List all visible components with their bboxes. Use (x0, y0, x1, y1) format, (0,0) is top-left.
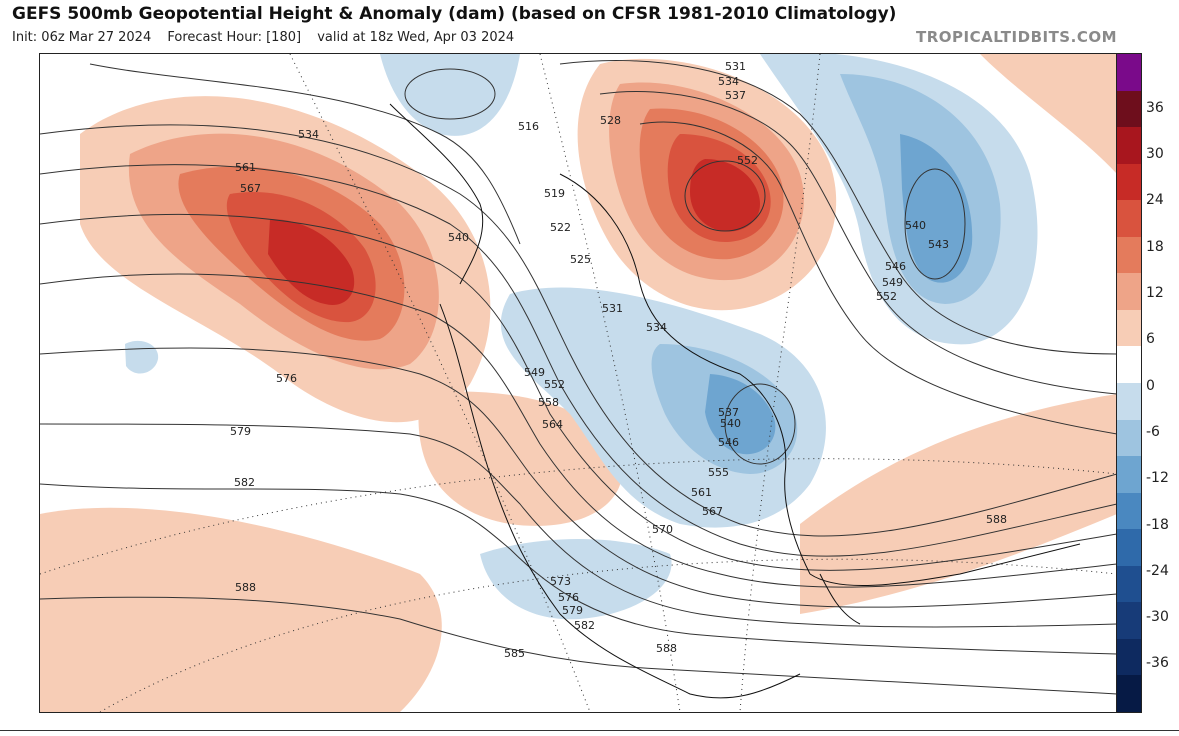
colorbar-segment (1117, 419, 1141, 457)
contour-label: 552 (737, 154, 758, 167)
contour-label: 531 (725, 60, 746, 73)
colorbar-segment (1117, 638, 1141, 676)
contour-label: 573 (550, 575, 571, 588)
colorbar-segment (1117, 675, 1141, 712)
map-panel: 531 534 537 528 552 516 519 522 525 531 … (39, 53, 1118, 713)
colorbar-tick-label: -36 (1146, 655, 1169, 672)
contour-label: 516 (518, 120, 539, 133)
contour-label: 567 (702, 505, 723, 518)
contour-label: 582 (234, 476, 255, 489)
colorbar-tick-label: 24 (1146, 192, 1164, 209)
valid-time: valid at 18z Wed, Apr 03 2024 (317, 30, 515, 45)
colorbar-tick-label: 18 (1146, 238, 1164, 255)
contour-label: 552 (544, 378, 565, 391)
contour-label: 582 (574, 619, 595, 632)
colorbar-segment (1117, 602, 1141, 640)
contour-label: 549 (882, 276, 903, 289)
contour-label: 567 (240, 182, 261, 195)
colorbar-segment (1117, 565, 1141, 603)
contour-label: 540 (905, 219, 926, 232)
negative-anomaly-shading (125, 54, 1038, 620)
height-contours (40, 60, 1117, 695)
contour-label: 540 (448, 231, 469, 244)
init-time: Init: 06z Mar 27 2024 (12, 30, 152, 45)
colorbar-segment (1117, 273, 1141, 311)
bottom-divider (0, 730, 1179, 731)
colorbar-segment (1117, 529, 1141, 567)
colorbar-segment (1117, 90, 1141, 128)
colorbar-tick-label: 6 (1146, 331, 1155, 348)
contour-label: 576 (558, 591, 579, 604)
colorbar-tick-label: 30 (1146, 146, 1164, 163)
contour-label: 570 (652, 523, 673, 536)
colorbar-segment (1117, 346, 1141, 384)
contour-labels: 531 534 537 528 552 516 519 522 525 531 … (230, 60, 1007, 660)
contour-label: 576 (276, 372, 297, 385)
contour-label: 528 (600, 114, 621, 127)
colorbar-segment (1117, 54, 1141, 92)
contour-label: 525 (570, 253, 591, 266)
chart-title: GEFS 500mb Geopotential Height & Anomaly… (12, 4, 897, 24)
contour-label: 537 (718, 406, 739, 419)
brand-watermark: TROPICALTIDBITS.COM (916, 28, 1117, 46)
colorbar (1116, 53, 1142, 713)
contour-label: 552 (876, 290, 897, 303)
contour-label: 555 (708, 466, 729, 479)
contour-label: 534 (646, 321, 667, 334)
colorbar-tick-label: -24 (1146, 562, 1169, 579)
contour-label: 579 (230, 425, 251, 438)
colorbar-segment (1117, 383, 1141, 421)
colorbar-tick-label: 12 (1146, 285, 1164, 302)
colorbar-tick-label: -18 (1146, 516, 1169, 533)
positive-anomaly-shading (40, 54, 1117, 712)
colorbar-segment (1117, 236, 1141, 274)
contour-label: 546 (718, 436, 739, 449)
colorbar-segment (1117, 492, 1141, 530)
colorbar-tick-label: 36 (1146, 99, 1164, 116)
contour-label: 561 (235, 161, 256, 174)
contour-label: 531 (602, 302, 623, 315)
contour-label: 564 (542, 418, 563, 431)
contour-label: 522 (550, 221, 571, 234)
colorbar-segment (1117, 309, 1141, 347)
colorbar-tick-label: 0 (1146, 377, 1155, 394)
contour-label: 588 (235, 581, 256, 594)
contour-label: 558 (538, 396, 559, 409)
contour-label: 534 (298, 128, 319, 141)
map-svg: 531 534 537 528 552 516 519 522 525 531 … (40, 54, 1117, 712)
contour-label: 579 (562, 604, 583, 617)
forecast-hour: Forecast Hour: [180] (167, 30, 302, 45)
colorbar-tick-label: -6 (1146, 423, 1160, 440)
colorbar-tick-label: -12 (1146, 470, 1169, 487)
contour-label: 537 (725, 89, 746, 102)
colorbar-tick-label: -30 (1146, 609, 1169, 626)
graticule (40, 54, 1117, 712)
colorbar-segment (1117, 200, 1141, 238)
contour-label: 561 (691, 486, 712, 499)
coastlines (389, 103, 1081, 699)
colorbar-segment (1117, 163, 1141, 201)
contour-label: 546 (885, 260, 906, 273)
contour-label: 585 (504, 647, 525, 660)
contour-label: 588 (986, 513, 1007, 526)
contour-label: 534 (718, 75, 739, 88)
contour-label: 543 (928, 238, 949, 251)
contour-label: 588 (656, 642, 677, 655)
colorbar-segment (1117, 127, 1141, 165)
chart-subtitle: Init: 06z Mar 27 2024 Forecast Hour: [18… (12, 30, 526, 45)
contour-label: 540 (720, 417, 741, 430)
contour-label: 519 (544, 187, 565, 200)
contour-label: 549 (524, 366, 545, 379)
colorbar-segment (1117, 456, 1141, 494)
